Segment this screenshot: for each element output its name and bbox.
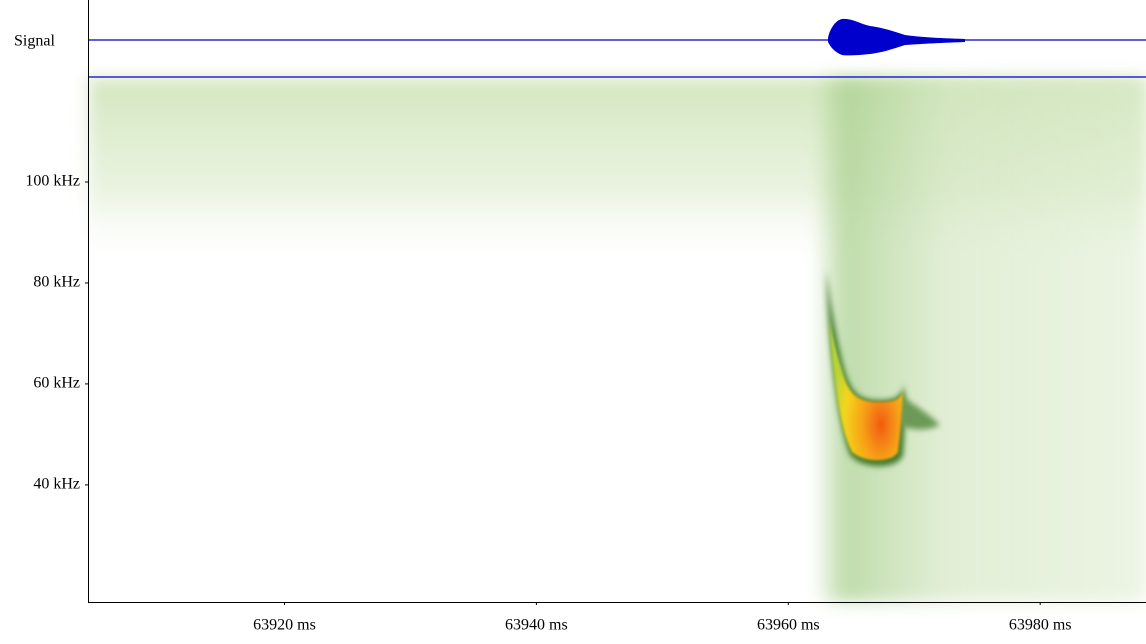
chart: Signal 63920 ms 63940 ms 63960 ms 63980 ms 4… bbox=[0, 0, 1146, 639]
signal-label: Signal bbox=[14, 33, 55, 50]
y-tick-label: 100 kHz bbox=[25, 173, 80, 190]
noise-band bbox=[818, 78, 1146, 602]
y-tick-label: 40 kHz bbox=[33, 476, 80, 493]
x-tick-label: 63980 ms bbox=[1009, 617, 1072, 634]
signal-waveform bbox=[828, 19, 965, 56]
spectrogram-image bbox=[88, 78, 1146, 602]
y-tick-label: 60 kHz bbox=[33, 375, 80, 392]
x-tick-label: 63960 ms bbox=[757, 617, 820, 634]
y-tick-label: 80 kHz bbox=[33, 274, 80, 291]
x-tick-label: 63920 ms bbox=[253, 617, 316, 634]
x-tick-label: 63940 ms bbox=[505, 617, 568, 634]
page: {"chart_data": {"type": "spectrogram", "… bbox=[0, 0, 1146, 639]
